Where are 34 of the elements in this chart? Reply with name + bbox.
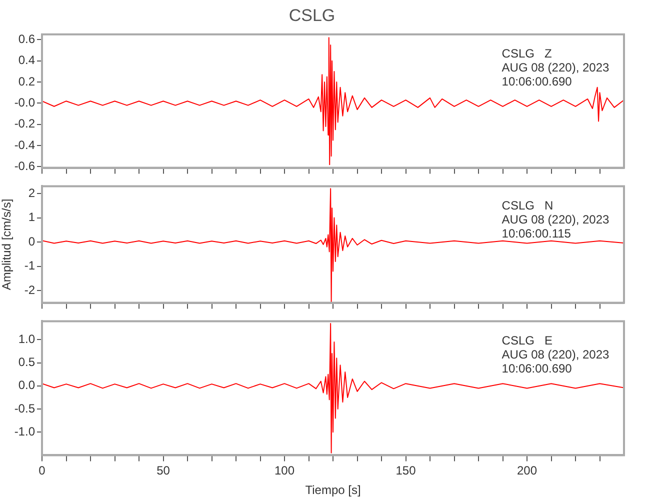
- y-tick-label: -2: [24, 282, 36, 297]
- annotation: AUG 08 (220), 2023: [502, 348, 610, 362]
- y-tick-label: 0.6: [18, 32, 36, 46]
- y-tick-label: 2: [28, 186, 36, 200]
- annotation: CSLG Z: [502, 46, 552, 61]
- y-tick-label: 0.0: [18, 378, 36, 392]
- x-axis-title: Tiempo [s]: [305, 483, 361, 498]
- y-tick-label: 0.5: [18, 355, 36, 370]
- x-tick-label: 50: [156, 464, 170, 478]
- y-tick-label: -0.5: [14, 401, 36, 416]
- y-tick-label: 0.4: [18, 53, 36, 68]
- annotation: AUG 08 (220), 2023: [502, 60, 610, 75]
- y-axis-title: Amplitud [cm/s/s]: [0, 198, 14, 290]
- annotation: CSLG E: [502, 334, 552, 348]
- y-tick-label: -1.0: [14, 424, 36, 438]
- y-tick-label: -0.4: [14, 138, 36, 152]
- x-tick-label: 150: [396, 464, 416, 478]
- chart-title: CSLG: [288, 6, 336, 25]
- y-tick-label: 0: [28, 234, 36, 248]
- y-tick-label: -0.2: [14, 116, 36, 131]
- y-tick-label: 1.0: [18, 332, 36, 346]
- y-tick-label: -0.6: [14, 159, 36, 174]
- annotation: 10:06:00.690: [502, 74, 572, 89]
- x-tick-label: 100: [274, 464, 295, 478]
- x-tick-label: 0: [38, 464, 46, 478]
- annotation: CSLG N: [502, 198, 554, 213]
- y-tick-label: -0.0: [14, 96, 36, 110]
- annotation: 10:06:00.115: [502, 226, 572, 241]
- y-tick-label: 0.2: [18, 74, 36, 88]
- y-tick-label: -1: [24, 258, 36, 273]
- annotation: AUG 08 (220), 2023: [502, 212, 610, 227]
- y-tick-label: 1: [28, 210, 36, 224]
- x-tick-label: 200: [516, 464, 538, 478]
- annotation: 10:06:00.690: [502, 362, 572, 376]
